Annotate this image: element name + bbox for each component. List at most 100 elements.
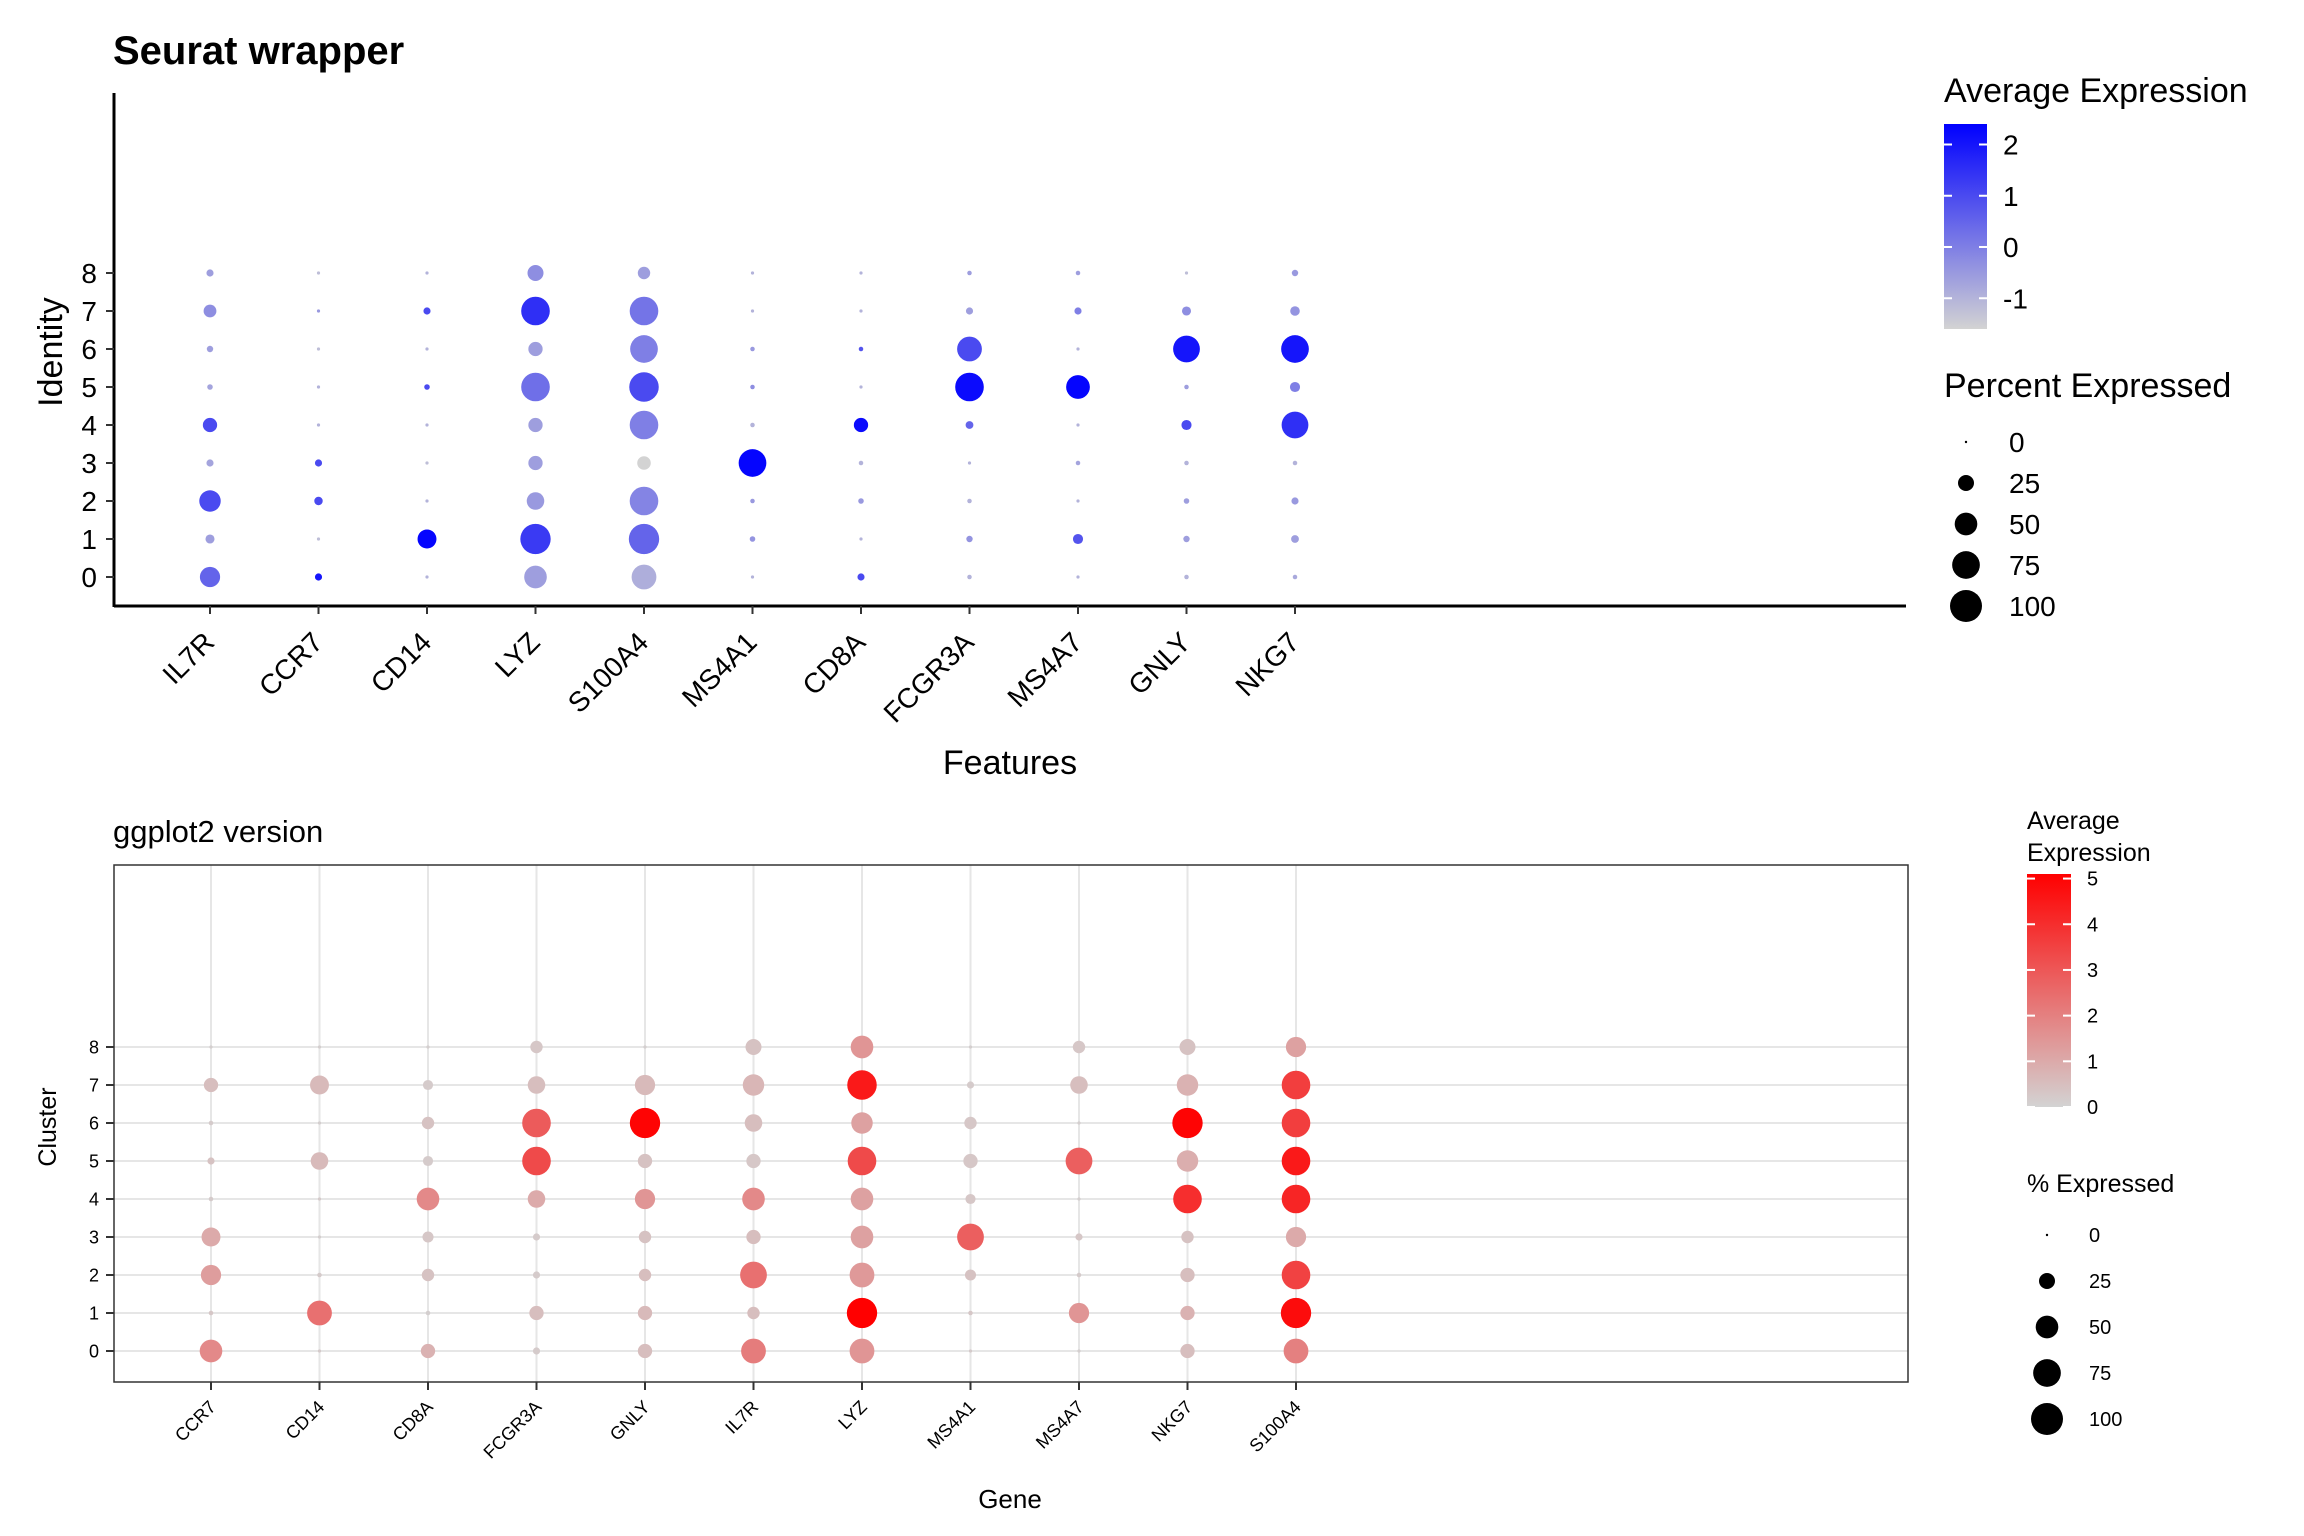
x-tick-label: MS4A1	[923, 1397, 979, 1453]
x-tick-label: CCR7	[171, 1397, 220, 1446]
dot-cd14-7	[310, 1075, 329, 1095]
dot-cd8a-4	[853, 417, 869, 433]
ggplot-x-ticks: CCR7 CD14 CD8A FCGR3A GNLY IL7R LYZ MS4A1 MS4A7 N…	[171, 1382, 1305, 1462]
dot-gnly-5	[637, 1153, 653, 1169]
x-tick-label: GNLY	[606, 1397, 654, 1445]
dot-fcgr3a-4	[965, 421, 974, 429]
dot-lyz-7	[847, 1070, 877, 1100]
dot-cd14-1	[417, 529, 437, 549]
dot-gnly-1	[637, 1305, 653, 1321]
dot-cd8a-3	[422, 1231, 434, 1243]
size-legend-dot	[1964, 440, 1968, 444]
dot-fcgr3a-8	[967, 270, 972, 276]
dot-il7r-3	[206, 459, 214, 467]
dot-fcgr3a-7	[965, 307, 974, 315]
dot-cd14-8	[425, 271, 429, 275]
dot-nkg7-8	[1291, 269, 1299, 277]
dot-gnly-2	[1183, 498, 1190, 504]
size-legend-label: 25	[2009, 468, 2040, 499]
y-tick-label: 3	[89, 1227, 99, 1247]
dot-il7r-2	[740, 1261, 767, 1289]
dot-cd14-8	[317, 1045, 322, 1049]
size-legend-dot	[2045, 1233, 2049, 1237]
dot-s100a4-2	[629, 486, 659, 516]
x-tick-label: FCGR3A	[878, 626, 980, 728]
dot-ms4a1-5	[750, 384, 755, 390]
dot-nkg7-2	[1291, 497, 1299, 505]
dot-ccr7-3	[201, 1227, 221, 1247]
y-tick-label: 1	[81, 524, 97, 555]
dot-lyz-6	[528, 341, 543, 357]
dot-ms4a1-8	[750, 271, 755, 275]
dot-nkg7-7	[1176, 1074, 1199, 1096]
x-tick-label: CD8A	[389, 1397, 437, 1445]
seurat-xlabel: Features	[943, 744, 1077, 782]
dot-fcgr3a-2	[532, 1271, 541, 1279]
ggplot-panel: ggplot2 version Cluster Gene 0 1 2 3 4 5 6 7 8 C…	[34, 807, 2174, 1514]
dot-nkg7-1	[1291, 535, 1299, 543]
dot-il7r-3	[746, 1229, 761, 1245]
dot-ms4a7-6	[1077, 1121, 1081, 1125]
x-tick-label: MS4A7	[1032, 1397, 1088, 1453]
x-tick-label: IL7R	[156, 626, 220, 690]
dot-ms4a7-6	[1076, 347, 1080, 351]
dot-ms4a1-2	[750, 498, 755, 504]
x-tick-label: CD14	[282, 1397, 329, 1444]
color-tick-label: 2	[2003, 130, 2019, 161]
dot-cd14-7	[423, 307, 431, 315]
size-legend-label: 50	[2089, 1317, 2111, 1339]
dot-lyz-2	[526, 492, 545, 510]
dot-ms4a1-3	[957, 1223, 984, 1251]
size-legend-dot	[1950, 590, 1982, 622]
dot-ms4a7-4	[1077, 1197, 1081, 1201]
size-legend-label: 0	[2009, 427, 2025, 458]
dot-s100a4-4	[1281, 1184, 1311, 1214]
dot-gnly-7	[1181, 306, 1192, 316]
dot-cd8a-1	[425, 1310, 431, 1316]
ggplot-size-legend-title: % Expressed	[2027, 1170, 2174, 1198]
dot-il7r-1	[747, 1306, 760, 1320]
dot-ms4a7-7	[1070, 1076, 1088, 1094]
dot-ms4a1-6	[964, 1116, 977, 1130]
dot-ms4a7-1	[1072, 533, 1084, 545]
size-legend-label: 75	[2009, 550, 2040, 581]
dot-fcgr3a-6	[957, 336, 982, 362]
dot-ms4a7-2	[1076, 1272, 1082, 1278]
color-tick-label: 5	[2087, 869, 2098, 891]
seurat-x-ticks: IL7R CCR7 CD14 LYZ S100A4 MS4A1 CD8A FCGR3A MS4A…	[156, 606, 1305, 729]
dot-ccr7-3	[314, 459, 323, 467]
dot-lyz-2	[849, 1262, 875, 1288]
dot-gnly-2	[638, 1268, 652, 1282]
dot-cd14-1	[307, 1300, 332, 1326]
seurat-color-legend-ticks: 2 1 0 -1	[1944, 130, 2028, 314]
x-tick-label: S100A4	[562, 626, 654, 718]
dot-fcgr3a-5	[955, 372, 984, 402]
size-legend-dot	[1952, 551, 1980, 579]
dot-s100a4-8	[1285, 1036, 1307, 1058]
dot-cd14-5	[424, 384, 430, 390]
color-tick-label: -1	[2003, 283, 2028, 314]
dot-cd14-2	[425, 499, 429, 503]
dot-lyz-3	[528, 455, 543, 471]
dot-nkg7-3	[1181, 1230, 1194, 1244]
dot-cd8a-8	[426, 1045, 430, 1049]
dot-ms4a7-5	[1066, 375, 1090, 399]
dot-lyz-3	[850, 1225, 874, 1249]
dot-cd8a-2	[421, 1268, 435, 1282]
dot-cd8a-7	[859, 309, 863, 313]
dot-gnly-3	[1184, 460, 1189, 466]
dot-cd8a-0	[857, 573, 865, 581]
dot-ms4a1-7	[966, 1081, 975, 1089]
dot-nkg7-2	[1180, 1267, 1195, 1283]
dot-nkg7-0	[1180, 1343, 1195, 1359]
dot-il7r-7	[203, 304, 217, 318]
dot-ms4a1-8	[968, 1045, 973, 1049]
dot-fcgr3a-4	[527, 1190, 546, 1208]
dot-ccr7-8	[209, 1045, 213, 1049]
ggplot-color-bar	[2027, 874, 2071, 1107]
dot-lyz-1	[846, 1297, 878, 1329]
dot-ms4a1-5	[963, 1153, 978, 1169]
dot-fcgr3a-0	[967, 574, 972, 580]
dot-nkg7-4	[1281, 411, 1309, 439]
dot-ccr7-0	[199, 1339, 223, 1363]
